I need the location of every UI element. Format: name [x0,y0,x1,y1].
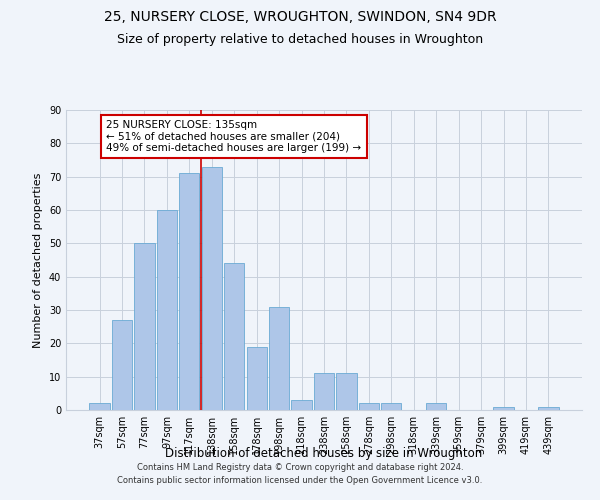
Bar [426,404,446,410]
Bar [292,400,311,410]
Text: Contains HM Land Registry data © Crown copyright and database right 2024.
Contai: Contains HM Land Registry data © Crown c… [118,464,482,485]
Text: Size of property relative to detached houses in Wroughton: Size of property relative to detached ho… [117,32,483,46]
Bar [202,166,222,410]
Bar [381,404,401,410]
Text: 25 NURSERY CLOSE: 135sqm
← 51% of detached houses are smaller (204)
49% of semi-: 25 NURSERY CLOSE: 135sqm ← 51% of detach… [106,120,361,153]
Bar [112,320,132,410]
Text: Distribution of detached houses by size in Wroughton: Distribution of detached houses by size … [166,448,482,460]
Bar [538,406,559,410]
Bar [179,174,199,410]
Bar [134,244,155,410]
Text: 25, NURSERY CLOSE, WROUGHTON, SWINDON, SN4 9DR: 25, NURSERY CLOSE, WROUGHTON, SWINDON, S… [104,10,496,24]
Bar [314,374,334,410]
Bar [493,406,514,410]
Bar [89,404,110,410]
Bar [157,210,177,410]
Bar [269,306,289,410]
Bar [359,404,379,410]
Bar [224,264,244,410]
Bar [337,374,356,410]
Y-axis label: Number of detached properties: Number of detached properties [33,172,43,348]
Bar [247,346,267,410]
